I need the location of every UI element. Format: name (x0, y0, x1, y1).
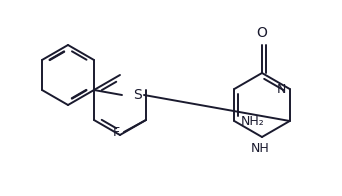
Text: O: O (256, 26, 267, 40)
Text: NH: NH (251, 142, 269, 155)
Text: N: N (276, 83, 286, 95)
Text: S: S (134, 88, 142, 102)
Text: NH₂: NH₂ (240, 114, 264, 128)
Text: F: F (113, 125, 120, 139)
